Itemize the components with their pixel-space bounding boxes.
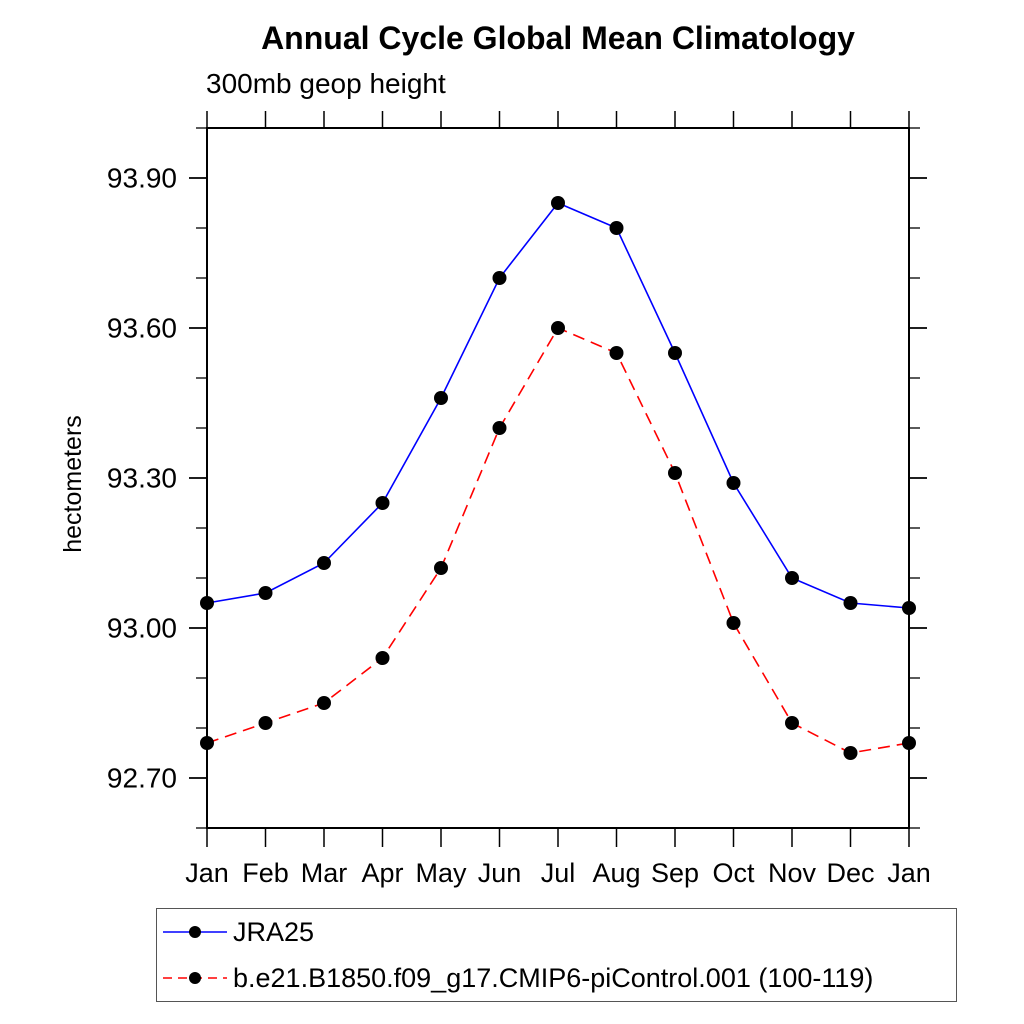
legend-label-jra25: JRA25 <box>233 916 315 947</box>
data-point-marker <box>317 556 331 570</box>
x-tick-label: Oct <box>712 858 755 888</box>
data-point-marker <box>785 571 799 585</box>
data-point-marker <box>551 196 565 210</box>
y-tick-label: 93.90 <box>107 163 177 194</box>
data-point-marker <box>434 391 448 405</box>
data-point-marker <box>200 736 214 750</box>
y-tick-label: 93.00 <box>107 613 177 644</box>
chart-subtitle: 300mb geop height <box>206 68 446 99</box>
x-tick-label: Aug <box>592 858 640 888</box>
x-tick-label: Sep <box>651 858 699 888</box>
data-point-marker <box>551 321 565 335</box>
plot-frame <box>206 127 910 829</box>
x-tick-label: Jul <box>541 858 576 888</box>
y-tick-label: 92.70 <box>107 763 177 794</box>
legend-item-jra25: JRA25 <box>161 910 956 955</box>
chart-title: Annual Cycle Global Mean Climatology <box>261 20 855 56</box>
data-point-marker <box>375 651 390 665</box>
series-line <box>206 202 910 609</box>
legend-line-sample-dashed <box>163 972 227 984</box>
x-tick-label: Jan <box>185 858 229 888</box>
x-tick-label: May <box>415 858 467 888</box>
data-point-marker <box>375 496 390 510</box>
data-point-marker <box>726 616 741 630</box>
series-line <box>206 326 910 754</box>
legend-line-sample-solid <box>163 926 227 938</box>
data-point-marker <box>317 696 331 710</box>
y-tick-label: 93.30 <box>107 463 177 494</box>
data-point-marker <box>843 746 858 760</box>
x-tick-label: Apr <box>361 858 403 888</box>
data-point-marker <box>200 596 214 610</box>
legend: JRA25 b.e21.B1850.f09_g17.CMIP6-piContro… <box>156 908 957 1002</box>
data-point-marker <box>726 476 741 490</box>
x-tick-label: Jan <box>887 858 931 888</box>
data-point-marker <box>609 221 624 235</box>
data-point-marker <box>258 586 273 600</box>
data-point-marker <box>258 716 273 730</box>
data-point-marker <box>668 346 682 360</box>
data-point-marker <box>492 421 507 435</box>
x-tick-label: Nov <box>768 858 817 888</box>
legend-label-picontrol: b.e21.B1850.f09_g17.CMIP6-piControl.001 … <box>233 962 874 993</box>
legend-item-picontrol: b.e21.B1850.f09_g17.CMIP6-piControl.001 … <box>161 956 956 1001</box>
y-tick-label: 93.60 <box>107 313 177 344</box>
legend-marker-icon <box>189 972 201 984</box>
x-tick-label: Mar <box>301 858 348 888</box>
x-tick-label: Dec <box>826 858 874 888</box>
data-point-marker <box>785 716 799 730</box>
data-point-marker <box>843 596 858 610</box>
x-tick-label: Feb <box>242 858 289 888</box>
data-point-marker <box>609 346 624 360</box>
legend-marker-icon <box>189 926 201 938</box>
data-point-marker <box>434 561 448 575</box>
data-point-marker <box>492 271 507 285</box>
data-point-marker <box>902 601 916 615</box>
data-point-marker <box>668 466 682 480</box>
x-tick-label: Jun <box>478 858 522 888</box>
data-point-marker <box>902 736 916 750</box>
